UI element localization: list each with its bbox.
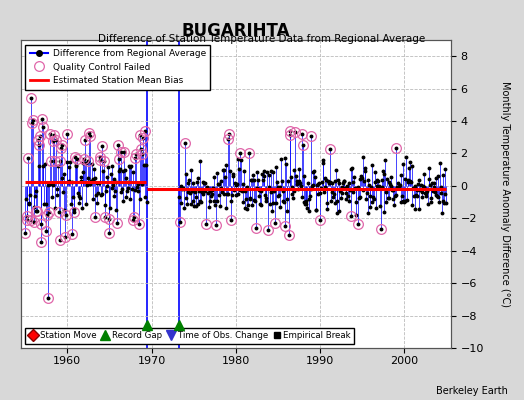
Legend: Station Move, Record Gap, Time of Obs. Change, Empirical Break: Station Move, Record Gap, Time of Obs. C…: [25, 328, 354, 344]
Text: Berkeley Earth: Berkeley Earth: [436, 386, 508, 396]
Y-axis label: Monthly Temperature Anomaly Difference (°C): Monthly Temperature Anomaly Difference (…: [500, 81, 510, 307]
Text: Difference of Station Temperature Data from Regional Average: Difference of Station Temperature Data f…: [99, 34, 425, 44]
Title: BUGARIHTA: BUGARIHTA: [181, 22, 290, 40]
